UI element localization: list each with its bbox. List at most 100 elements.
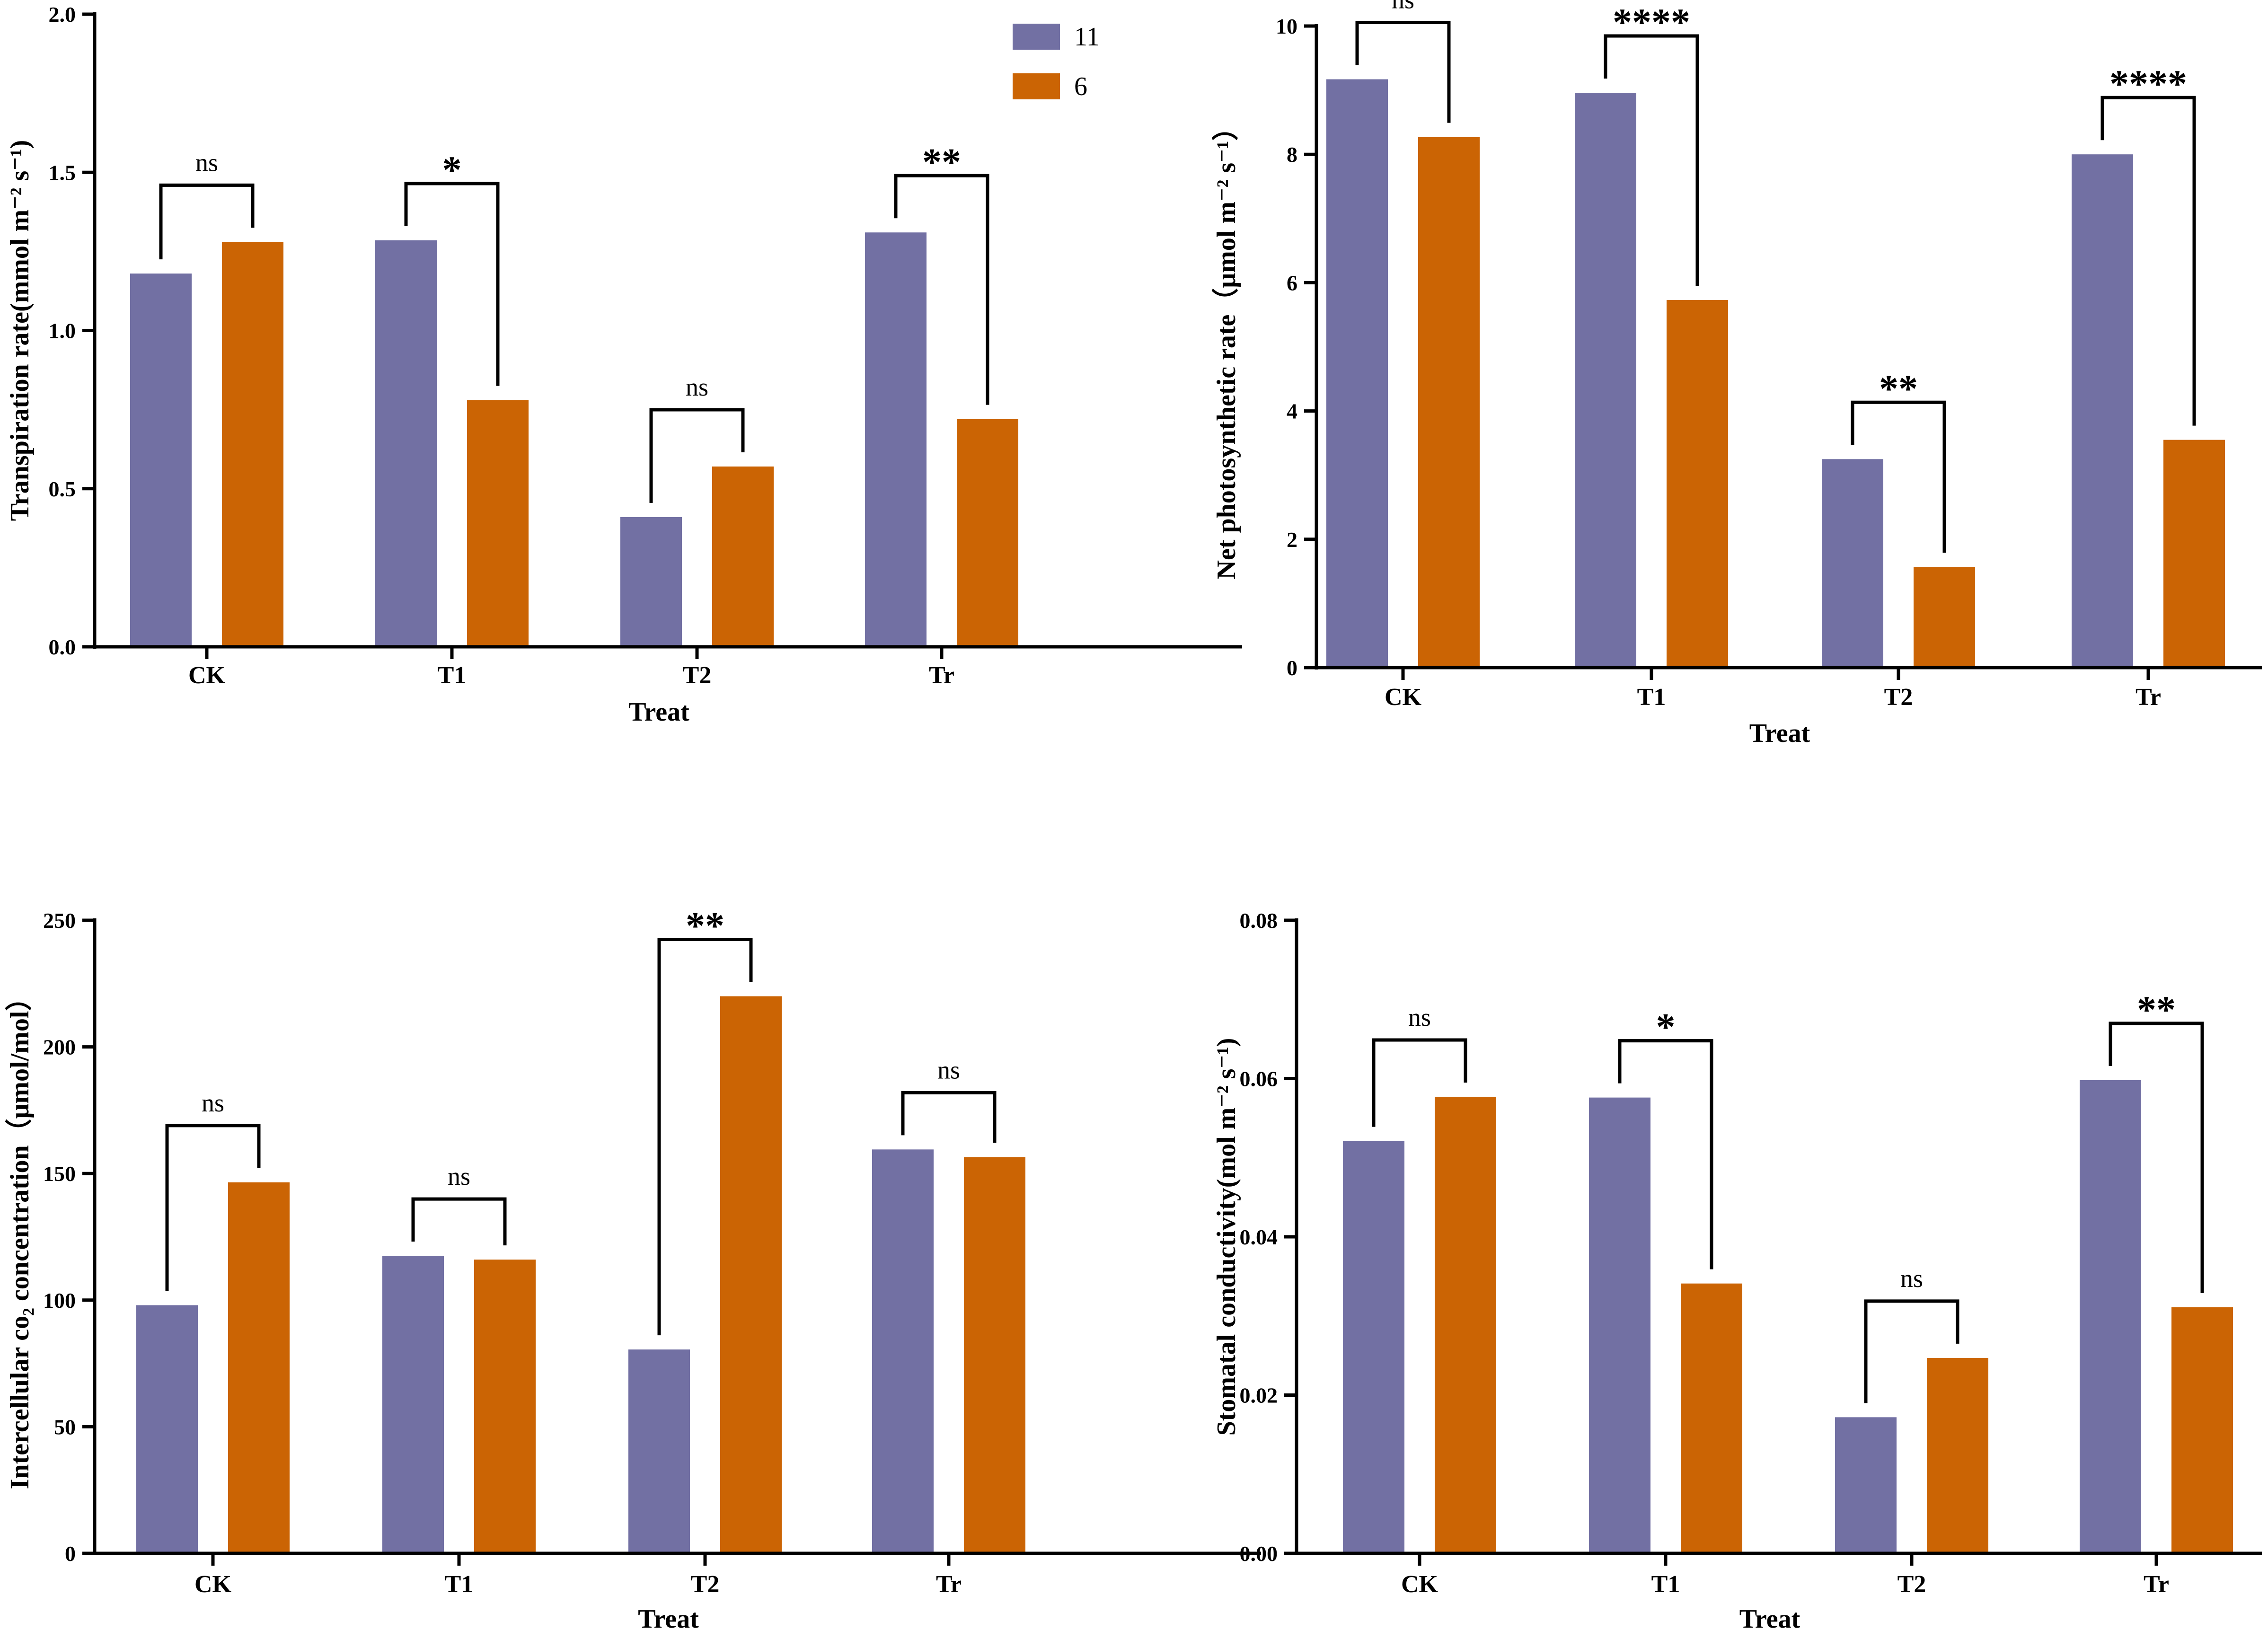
y-tick-label: 0 bbox=[1287, 656, 1297, 680]
bar-CK-series-6 bbox=[228, 1182, 290, 1553]
x-axis-title: Treat bbox=[1749, 719, 1810, 748]
legend: 11 6 bbox=[1013, 22, 1100, 101]
bar-Tr-series-11 bbox=[865, 232, 927, 647]
x-tick-label: CK bbox=[1385, 684, 1422, 711]
significance-bracket bbox=[1851, 400, 1946, 553]
bar-CK-series-11 bbox=[1326, 79, 1388, 668]
x-tick-label: T1 bbox=[438, 662, 467, 689]
bar-CK-series-11 bbox=[130, 273, 192, 647]
y-axis-title: Net photosynthetic rate（μmol m⁻² s⁻¹） bbox=[1211, 115, 1241, 580]
significance-bracket bbox=[1618, 1039, 1713, 1269]
significance-label: ** bbox=[2137, 988, 2176, 1031]
x-tick-label: T1 bbox=[445, 1571, 474, 1598]
y-tick-label: 50 bbox=[54, 1415, 76, 1439]
significance-bracket bbox=[2100, 96, 2196, 426]
bar-T2-series-11 bbox=[1835, 1417, 1897, 1553]
legend-label: 11 bbox=[1074, 22, 1100, 52]
bar-T1-series-6 bbox=[1667, 300, 1728, 668]
significance-label: * bbox=[442, 148, 462, 191]
x-tick-label: CK bbox=[188, 662, 226, 689]
significance-label: **** bbox=[2109, 62, 2187, 105]
y-tick-label: 2 bbox=[1287, 528, 1297, 552]
significance-bracket bbox=[1864, 1299, 1959, 1403]
significance-bracket bbox=[2109, 1022, 2204, 1293]
y-tick-label: 0.0 bbox=[49, 635, 76, 659]
bar-Tr-series-6 bbox=[2171, 1307, 2233, 1553]
bar-T2-series-6 bbox=[1927, 1357, 1988, 1553]
significance-label: ns bbox=[1900, 1264, 1923, 1293]
bar-CK-series-6 bbox=[1435, 1096, 1496, 1553]
significance-bracket bbox=[1355, 21, 1451, 123]
legend-swatch-6 bbox=[1013, 73, 1060, 99]
significance-label: **** bbox=[1613, 0, 1690, 44]
bar-CK-series-11 bbox=[1343, 1141, 1404, 1553]
y-tick-label: 150 bbox=[43, 1162, 76, 1186]
significance-label: ns bbox=[1392, 0, 1414, 14]
x-axis-title: Treat bbox=[638, 1604, 699, 1630]
x-tick-label: CK bbox=[194, 1571, 232, 1598]
bar-CK-series-11 bbox=[136, 1305, 198, 1553]
bar-Tr-series-11 bbox=[2072, 154, 2133, 668]
significance-label: ns bbox=[195, 148, 218, 176]
bar-Tr-series-6 bbox=[964, 1157, 1025, 1553]
significance-label: ns bbox=[1408, 1003, 1431, 1031]
y-tick-label: 4 bbox=[1287, 399, 1297, 423]
bar-T2-series-6 bbox=[720, 996, 782, 1553]
y-tick-label: 0 bbox=[65, 1542, 76, 1566]
bar-CK-series-6 bbox=[222, 242, 283, 647]
chart-panel-3: 0 50 100 150 200 250 CK T1 T2 Tr ns ns ** ns Treat Inte… bbox=[5, 904, 1261, 1630]
significance-bracket bbox=[1604, 34, 1699, 286]
significance-label: ** bbox=[1879, 367, 1918, 410]
significance-label: ns bbox=[202, 1089, 224, 1117]
y-axis-title: Transpiration rate(mmol m⁻² s⁻¹) bbox=[5, 140, 35, 521]
significance-bracket bbox=[165, 1124, 261, 1291]
bar-T2-series-11 bbox=[620, 517, 682, 647]
significance-label: ns bbox=[937, 1056, 960, 1084]
y-axis-title: Stomatal conductivity(mol m⁻² s⁻¹) bbox=[1212, 1038, 1241, 1436]
y-tick-label: 1.0 bbox=[49, 319, 76, 343]
bar-T1-series-6 bbox=[474, 1260, 536, 1553]
bar-T1-series-11 bbox=[1589, 1097, 1650, 1553]
y-tick-label: 1.5 bbox=[49, 160, 76, 185]
significance-bracket bbox=[411, 1197, 507, 1246]
y-tick-label: 0.08 bbox=[1240, 908, 1278, 933]
chart-panel-4: 0.00 0.02 0.04 0.06 0.08 CK T1 T2 Tr ns * ns ** Treat… bbox=[1212, 908, 2262, 1630]
significance-bracket bbox=[404, 182, 500, 386]
legend-swatch-11 bbox=[1013, 24, 1060, 50]
bar-Tr-series-6 bbox=[957, 419, 1018, 647]
significance-bracket bbox=[159, 183, 255, 260]
y-tick-label: 100 bbox=[43, 1288, 76, 1313]
y-tick-label: 6 bbox=[1287, 271, 1297, 295]
bar-Tr-series-11 bbox=[872, 1149, 934, 1553]
y-tick-label: 0.5 bbox=[49, 477, 76, 501]
y-tick-label: 250 bbox=[43, 908, 76, 933]
y-tick-label: 10 bbox=[1276, 14, 1297, 38]
significance-label: ns bbox=[448, 1162, 470, 1190]
x-tick-label: Tr bbox=[2136, 684, 2161, 711]
y-tick-label: 2.0 bbox=[49, 2, 76, 26]
y-tick-label: 0.06 bbox=[1240, 1067, 1278, 1091]
y-tick-label: 200 bbox=[43, 1035, 76, 1059]
significance-bracket bbox=[894, 174, 989, 405]
significance-bracket bbox=[657, 938, 753, 1336]
bar-T1-series-11 bbox=[1575, 93, 1636, 668]
y-tick-label: 8 bbox=[1287, 142, 1297, 167]
y-axis-title: Intercellular co₂ concentration（μmol/mol… bbox=[5, 985, 35, 1489]
chart-panel-1: 0.0 0.5 1.0 1.5 2.0 CK T1 T2 Tr ns * ns ** Treat Trans… bbox=[5, 2, 1242, 727]
bar-T2-series-11 bbox=[1822, 459, 1883, 668]
bar-T1-series-6 bbox=[467, 400, 529, 647]
x-tick-label: T2 bbox=[1884, 684, 1913, 711]
x-tick-label: Tr bbox=[2144, 1571, 2169, 1598]
significance-bracket bbox=[1372, 1038, 1467, 1127]
x-tick-label: Tr bbox=[929, 662, 954, 689]
x-tick-label: T1 bbox=[1637, 684, 1666, 711]
x-tick-label: CK bbox=[1401, 1571, 1438, 1598]
x-axis-title: Treat bbox=[1739, 1604, 1800, 1630]
y-tick-label: 0.00 bbox=[1240, 1542, 1278, 1566]
bar-T2-series-6 bbox=[1914, 567, 1975, 668]
x-tick-label: Tr bbox=[936, 1571, 962, 1598]
bar-T1-series-6 bbox=[1681, 1283, 1742, 1553]
bar-Tr-series-11 bbox=[2080, 1080, 2141, 1553]
significance-bracket bbox=[649, 408, 745, 503]
